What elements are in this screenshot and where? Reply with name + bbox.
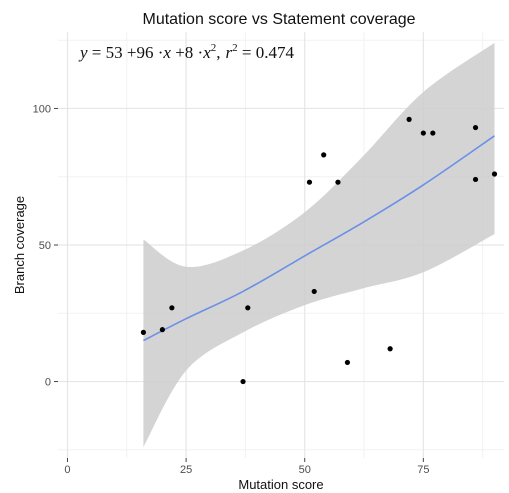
y-tick-label: 0 [45, 377, 51, 389]
equation-exponent: 2 [211, 42, 217, 54]
data-point [159, 327, 165, 333]
data-point [140, 329, 147, 335]
y-tick-label: 100 [33, 103, 51, 115]
data-point [491, 171, 498, 177]
equation-x2: x [202, 43, 211, 62]
equation-r-exponent: 2 [232, 42, 238, 54]
fit-line [143, 135, 495, 342]
data-point [335, 179, 341, 185]
chart-title: Mutation score vs Statement coverage [142, 11, 415, 28]
equation-annotation: y = 53 +96 ·x +8 ·x2, r2 = 0.474 [78, 42, 294, 62]
data-point [240, 378, 246, 385]
confidence-band-area [143, 42, 495, 448]
data-point [420, 130, 426, 136]
x-tick-label: 0 [64, 464, 70, 476]
x-axis-label: Mutation score [238, 477, 323, 492]
data-point [472, 176, 479, 183]
data-point [472, 124, 479, 131]
data-point [321, 152, 327, 158]
data-points [140, 116, 498, 385]
equation-r-value: = 0.474 [238, 43, 295, 62]
data-point [245, 305, 251, 311]
data-point [406, 116, 412, 122]
data-point [169, 305, 175, 311]
equation-x: x [162, 43, 171, 62]
equation-comma: , [216, 43, 220, 62]
x-tick-label: 25 [180, 464, 192, 476]
x-axis-ticks: 0 25 50 75 [64, 458, 429, 476]
data-point [306, 179, 313, 185]
data-point [311, 288, 317, 295]
x-tick-label: 75 [417, 464, 429, 476]
equation-r: r [225, 43, 232, 62]
equation-y: y [78, 43, 88, 62]
data-point [430, 130, 436, 136]
y-axis-label: Branch coverage [12, 196, 27, 294]
regression-curve [143, 135, 495, 342]
y-axis-ticks: 0 50 100 [33, 103, 58, 389]
data-point [387, 346, 393, 352]
x-tick-label: 50 [299, 464, 311, 476]
confidence-band [143, 42, 495, 448]
y-tick-label: 50 [39, 240, 51, 252]
data-point [344, 359, 351, 366]
equation-quadratic: +8 · [171, 43, 203, 62]
equation-coefficients: = 53 +96 · [88, 43, 164, 62]
